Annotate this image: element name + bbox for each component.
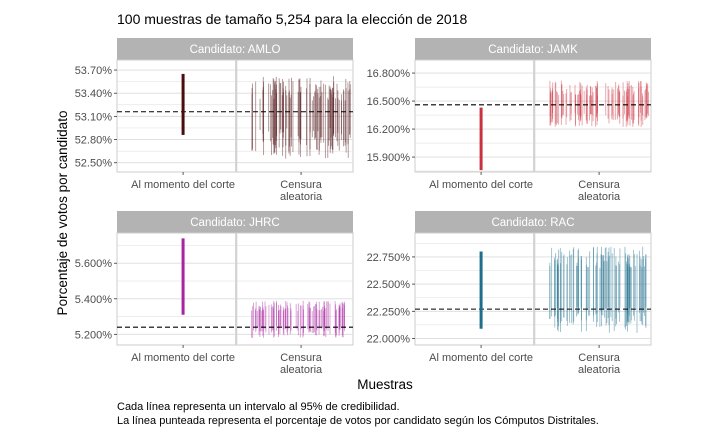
- x-tick-label: aleatoria: [578, 191, 621, 203]
- y-tick-label: 53.10%: [75, 111, 113, 123]
- censura-intervals: [549, 80, 649, 128]
- panel-1: Candidato: AMLO 53.70% 53.40% 53.10% 52.80% 5…: [75, 38, 354, 203]
- panels: Candidato: AMLO 53.70% 53.40% 53.10% 52.80% 5…: [75, 38, 652, 376]
- y-tick-label: 15.900%: [367, 152, 411, 164]
- y-tick-label: 16.500%: [367, 96, 411, 108]
- y-tick-label: 52.80%: [75, 135, 113, 147]
- panel-strip: [415, 38, 651, 60]
- caption-line-2: La línea punteada representa el porcenta…: [117, 415, 599, 427]
- panel-strip: [415, 211, 651, 233]
- chart-title: 100 muestras de tamaño 5,254 para la ele…: [117, 11, 467, 27]
- x-tick-label: aleatoria: [280, 191, 323, 203]
- y-tick-label: 22.250%: [367, 306, 411, 318]
- x-tick-label: Al momento del corte: [131, 179, 235, 191]
- y-tick-label: 5.600%: [75, 258, 113, 270]
- x-tick-label: Al momento del corte: [131, 352, 235, 364]
- x-tick-label: Al momento del corte: [429, 179, 533, 191]
- y-tick-label: 53.40%: [75, 88, 113, 100]
- y-tick-label: 22.000%: [367, 333, 411, 345]
- y-tick-label: 52.50%: [75, 158, 113, 170]
- caption-line-1: Cada línea representa un intervalo al 95…: [117, 401, 400, 413]
- x-tick-label: aleatoria: [578, 364, 621, 376]
- panel-2: Candidato: JAMK 16.800% 16.500% 16.200% 15.9…: [367, 38, 652, 203]
- panel-4: Candidato: RAC 22.750% 22.500% 22.250% 22.00…: [367, 211, 652, 376]
- panel-border: [414, 232, 652, 346]
- censura-intervals: [549, 246, 647, 333]
- x-tick-label: Censura: [578, 179, 620, 191]
- x-tick-label: Censura: [280, 352, 322, 364]
- panel-strip-label: Candidato: RAC: [491, 217, 574, 229]
- x-tick-label: Censura: [280, 179, 322, 191]
- panel-border: [116, 232, 354, 346]
- y-tick-label: 5.200%: [75, 329, 113, 341]
- x-axis-title: Muestras: [357, 377, 413, 392]
- panel-strip-label: Candidato: AMLO: [190, 44, 281, 56]
- x-tick-label: Al momento del corte: [429, 352, 533, 364]
- y-tick-label: 22.750%: [367, 252, 411, 264]
- panel-strip: [117, 211, 353, 233]
- censura-intervals: [251, 76, 351, 159]
- panel-strip: [117, 38, 353, 60]
- x-tick-label: aleatoria: [280, 364, 323, 376]
- panel-border: [414, 59, 652, 173]
- y-tick-label: 5.400%: [75, 294, 113, 306]
- panel-strip-label: Candidato: JHRC: [190, 217, 279, 229]
- y-tick-label: 53.70%: [75, 65, 113, 77]
- y-tick-label: 22.500%: [367, 279, 411, 291]
- y-axis-title: Porcentaje de votos por candidato: [55, 111, 70, 316]
- y-tick-label: 16.200%: [367, 124, 411, 136]
- x-tick-label: Censura: [578, 352, 620, 364]
- y-tick-label: 16.800%: [367, 68, 411, 80]
- panel-3: Candidato: JHRC 5.600% 5.400% 5.200% Al mome…: [75, 211, 354, 376]
- panel-strip-label: Candidato: JAMK: [488, 44, 578, 56]
